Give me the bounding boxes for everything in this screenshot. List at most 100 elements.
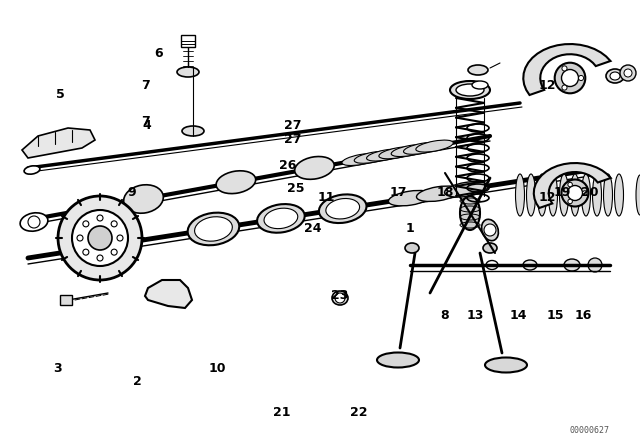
Text: 19: 19 — [553, 186, 571, 199]
Ellipse shape — [604, 174, 612, 216]
Ellipse shape — [606, 69, 624, 83]
Text: 00000627: 00000627 — [570, 426, 610, 435]
Text: 23: 23 — [330, 289, 348, 302]
Ellipse shape — [404, 142, 441, 154]
Ellipse shape — [391, 145, 429, 156]
Ellipse shape — [195, 217, 232, 241]
Ellipse shape — [636, 175, 640, 215]
Circle shape — [335, 293, 345, 303]
Ellipse shape — [483, 243, 497, 253]
Circle shape — [624, 69, 632, 77]
Ellipse shape — [570, 174, 579, 216]
Text: 24: 24 — [303, 222, 321, 235]
Ellipse shape — [342, 154, 380, 165]
Text: 2: 2 — [133, 375, 142, 388]
Ellipse shape — [264, 208, 298, 228]
Text: 13: 13 — [466, 309, 484, 323]
Ellipse shape — [527, 174, 536, 216]
Ellipse shape — [468, 65, 488, 75]
Ellipse shape — [416, 140, 453, 152]
Circle shape — [484, 224, 496, 236]
Circle shape — [588, 258, 602, 272]
Ellipse shape — [485, 358, 527, 372]
Text: 22: 22 — [349, 405, 367, 419]
Polygon shape — [534, 163, 611, 208]
Text: 14: 14 — [509, 309, 527, 323]
Text: 4: 4 — [143, 119, 152, 132]
Text: 27: 27 — [284, 119, 302, 132]
Ellipse shape — [559, 174, 568, 216]
Ellipse shape — [377, 353, 419, 367]
Ellipse shape — [548, 174, 557, 216]
Text: 18: 18 — [436, 186, 454, 199]
Ellipse shape — [355, 151, 392, 163]
Ellipse shape — [538, 174, 547, 216]
Ellipse shape — [319, 194, 367, 223]
Text: 9: 9 — [127, 186, 136, 199]
Circle shape — [561, 69, 579, 86]
Circle shape — [83, 249, 89, 255]
Ellipse shape — [523, 260, 537, 270]
Circle shape — [555, 63, 586, 93]
Circle shape — [88, 226, 112, 250]
Ellipse shape — [216, 171, 255, 194]
Text: 7: 7 — [141, 115, 150, 129]
Circle shape — [620, 65, 636, 81]
Ellipse shape — [124, 185, 163, 213]
Text: 1: 1 — [405, 222, 414, 235]
Ellipse shape — [582, 174, 591, 216]
Circle shape — [72, 210, 128, 266]
Ellipse shape — [367, 149, 404, 161]
Circle shape — [579, 75, 584, 81]
Circle shape — [77, 235, 83, 241]
Ellipse shape — [177, 67, 199, 77]
Ellipse shape — [388, 190, 432, 206]
Circle shape — [568, 185, 582, 201]
Circle shape — [111, 221, 117, 227]
Circle shape — [97, 255, 103, 261]
Ellipse shape — [472, 81, 488, 89]
Text: 7: 7 — [141, 78, 150, 92]
Text: 8: 8 — [440, 309, 449, 323]
Text: 10: 10 — [209, 362, 227, 375]
Ellipse shape — [445, 181, 488, 197]
Text: 11: 11 — [317, 190, 335, 204]
Circle shape — [562, 85, 567, 90]
Ellipse shape — [257, 204, 305, 233]
Circle shape — [561, 180, 589, 207]
Ellipse shape — [456, 84, 484, 96]
Ellipse shape — [515, 174, 525, 216]
Text: 12: 12 — [538, 78, 556, 92]
Ellipse shape — [610, 72, 620, 80]
Ellipse shape — [564, 259, 580, 271]
Polygon shape — [181, 35, 195, 47]
Circle shape — [83, 221, 89, 227]
Text: 5: 5 — [56, 87, 65, 101]
Ellipse shape — [481, 220, 499, 241]
Text: 20: 20 — [581, 186, 599, 199]
Ellipse shape — [450, 81, 490, 99]
Ellipse shape — [614, 174, 623, 216]
Circle shape — [111, 249, 117, 255]
Circle shape — [97, 215, 103, 221]
Circle shape — [117, 235, 123, 241]
Ellipse shape — [20, 213, 48, 231]
Ellipse shape — [379, 147, 416, 159]
Text: 12: 12 — [538, 190, 556, 204]
Ellipse shape — [405, 243, 419, 253]
Circle shape — [568, 182, 572, 187]
Text: 6: 6 — [154, 47, 163, 60]
Ellipse shape — [182, 126, 204, 136]
Circle shape — [568, 199, 572, 204]
Ellipse shape — [593, 174, 602, 216]
Text: 21: 21 — [273, 405, 291, 419]
Ellipse shape — [486, 260, 498, 270]
Text: 17: 17 — [389, 186, 407, 199]
Circle shape — [28, 216, 40, 228]
Ellipse shape — [332, 291, 348, 305]
Ellipse shape — [326, 198, 360, 219]
Text: 15: 15 — [547, 309, 564, 323]
Ellipse shape — [188, 213, 239, 245]
Ellipse shape — [460, 196, 480, 230]
Polygon shape — [22, 128, 95, 158]
